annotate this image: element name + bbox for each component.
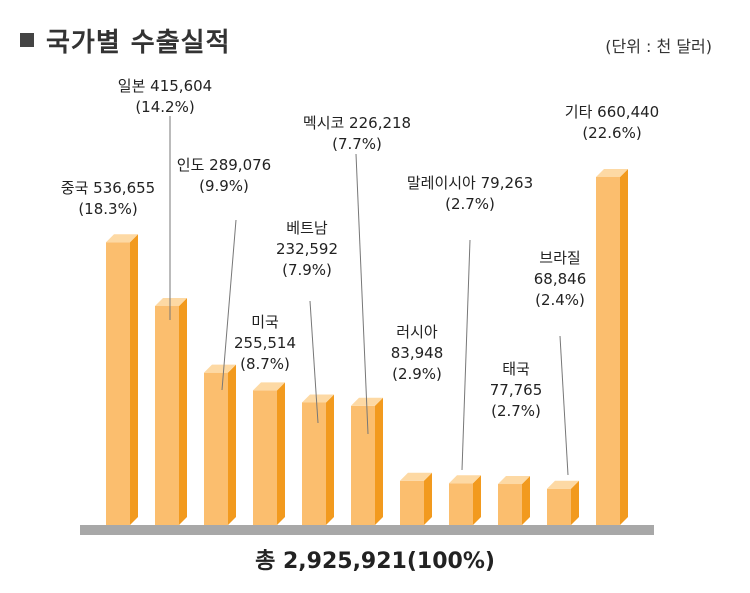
bar-side — [179, 298, 187, 525]
bar-front — [400, 480, 424, 525]
bar-top — [204, 364, 236, 373]
bar-front — [449, 483, 473, 525]
bar-top — [498, 476, 530, 485]
data-label-태국: 태국 77,765 (2.7%) — [490, 360, 543, 420]
bar-브라질 — [547, 480, 579, 525]
bar-front — [596, 177, 620, 525]
chart-title: 국가별 수출실적 — [46, 28, 231, 58]
data-label-브라질: 브라질 68,846 (2.4%) — [534, 249, 587, 309]
bar-side — [522, 476, 530, 525]
leader-line — [221, 219, 237, 391]
chart-baseline — [80, 525, 654, 535]
bar-top — [449, 475, 481, 484]
bar-front — [302, 402, 326, 525]
bar-러시아 — [400, 472, 432, 525]
bar-베트남 — [302, 394, 334, 525]
bar-side — [473, 475, 481, 525]
bar-front — [253, 390, 277, 525]
bar-top — [302, 394, 334, 403]
unit-label: (단위 : 천 달러) — [605, 37, 712, 56]
bar-side — [620, 169, 628, 525]
bar-top — [596, 169, 628, 177]
bar-front — [204, 372, 228, 525]
data-label-말레이시아: 말레이시아 79,263 (2.7%) — [407, 174, 533, 213]
bar-top — [155, 298, 187, 307]
data-label-멕시코: 멕시코 226,218 (7.7%) — [303, 114, 411, 153]
bar-top — [547, 480, 579, 489]
bar-말레이시아 — [449, 475, 481, 525]
bar-side — [277, 382, 285, 525]
bar-미국 — [253, 382, 285, 525]
bar-front — [106, 242, 130, 525]
data-label-일본: 일본 415,604 (14.2%) — [118, 77, 212, 116]
bar-front — [351, 405, 375, 525]
total-label: 총 2,925,921(100%) — [255, 549, 495, 574]
bar-중국 — [106, 234, 138, 525]
bar-front — [498, 484, 522, 525]
bar-top — [253, 382, 285, 391]
data-label-기타: 기타 660,440 (22.6%) — [565, 103, 659, 142]
data-label-인도: 인도 289,076 (9.9%) — [177, 156, 271, 195]
title-bullet-icon — [20, 33, 34, 47]
data-label-미국: 미국 255,514 (8.7%) — [234, 313, 296, 373]
bar-side — [375, 397, 383, 525]
bar-side — [326, 394, 334, 525]
leader-line — [309, 300, 319, 424]
leader-line — [559, 335, 569, 476]
bar-front — [155, 306, 179, 525]
data-label-러시아: 러시아 83,948 (2.9%) — [391, 323, 444, 383]
data-label-중국: 중국 536,655 (18.3%) — [61, 179, 155, 218]
bar-top — [400, 472, 432, 481]
bar-멕시코 — [351, 397, 383, 525]
leader-line — [355, 153, 369, 435]
bar-일본 — [155, 298, 187, 525]
bar-side — [571, 480, 579, 525]
bar-front — [547, 488, 571, 525]
bar-인도 — [204, 364, 236, 525]
leader-line — [461, 239, 471, 471]
bar-side — [228, 364, 236, 525]
bar-기타 — [596, 169, 628, 525]
data-label-베트남: 베트남 232,592 (7.9%) — [276, 219, 338, 279]
bar-side — [130, 234, 138, 525]
bar-top — [106, 234, 138, 243]
bar-side — [424, 472, 432, 525]
bar-태국 — [498, 476, 530, 525]
